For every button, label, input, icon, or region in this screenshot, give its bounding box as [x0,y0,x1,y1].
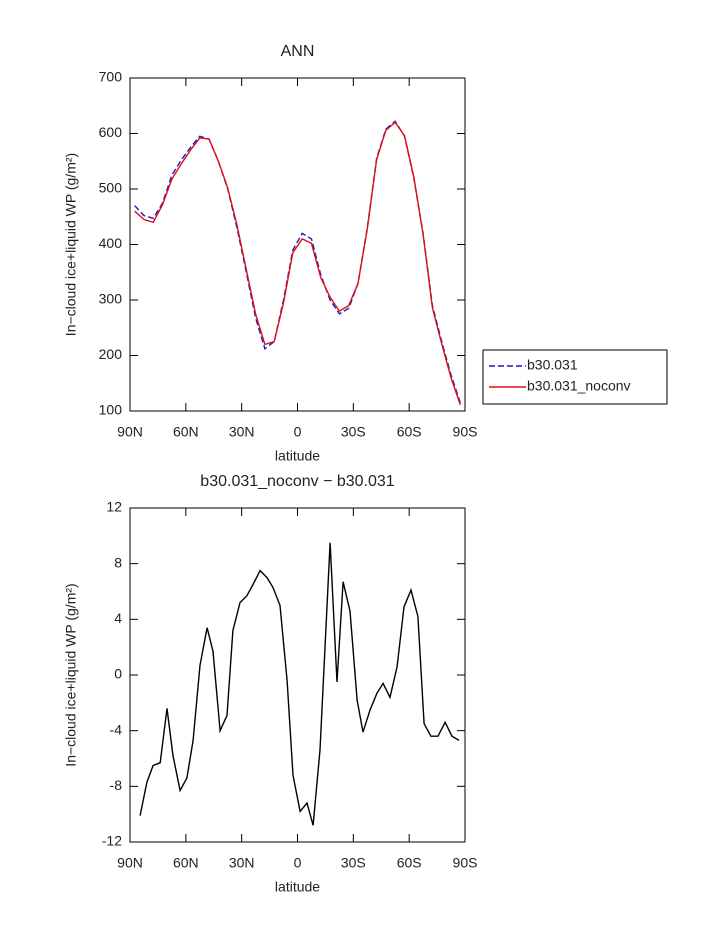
y-tick-label: 8 [114,554,122,570]
y-tick-label: -12 [102,833,122,849]
x-tick-label: 30S [341,855,366,871]
x-tick-label: 60N [173,424,199,440]
chart-title: ANN [281,43,315,60]
x-tick-label: 0 [294,424,302,440]
y-tick-label: 700 [99,69,123,85]
plot-frame [129,507,466,843]
y-tick-label: 12 [106,499,122,515]
y-tick-label: 600 [99,124,123,140]
x-tick-label: 90N [117,424,143,440]
x-tick-label: 90S [453,424,478,440]
x-tick-label: 30S [341,424,366,440]
x-tick-label: 60S [397,855,422,871]
x-tick-label: 60S [397,424,422,440]
x-axis-label: latitude [275,448,320,464]
y-tick-label: -4 [110,721,123,737]
y-tick-label: 100 [99,402,123,418]
legend-box [482,349,668,405]
chart-title: b30.031_noconv − b30.031 [200,473,395,490]
y-tick-label: 300 [99,291,123,307]
y-tick-label: 500 [99,180,123,196]
legend-label: b30.031_noconv [527,378,631,394]
x-tick-label: 60N [173,855,199,871]
data-line [139,542,460,826]
y-tick-label: -8 [110,777,123,793]
y-axis-label: In−cloud ice+liquid WP (g/m²) [63,153,79,336]
y-tick-label: 200 [99,346,123,362]
x-axis-label: latitude [275,879,320,895]
x-tick-label: 90N [117,855,143,871]
legend-label: b30.031 [527,357,578,373]
y-axis-label: In−cloud ice+liquid WP (g/m²) [63,583,79,766]
x-tick-label: 90S [453,855,478,871]
data-line [134,121,461,406]
x-tick-label: 0 [294,855,302,871]
y-tick-label: 4 [114,610,122,626]
plot-frame [129,77,466,412]
y-tick-label: 400 [99,235,123,251]
x-tick-label: 30N [229,855,255,871]
x-tick-label: 30N [229,424,255,440]
y-tick-label: 0 [114,666,122,682]
